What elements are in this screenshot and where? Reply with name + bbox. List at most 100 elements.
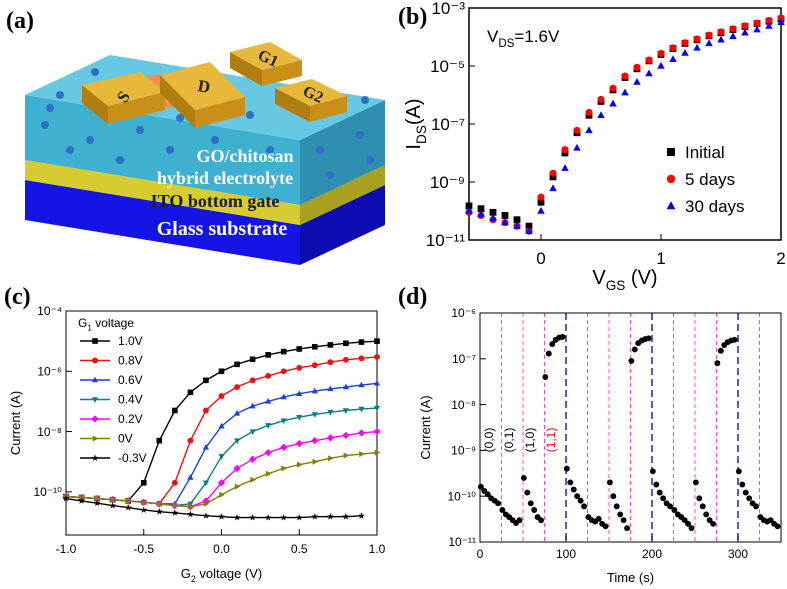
- annotation: (0,0): [482, 428, 496, 453]
- panel-label: (d): [398, 284, 427, 310]
- marker: [717, 28, 725, 36]
- marker: [585, 108, 593, 117]
- marker: [359, 450, 365, 458]
- marker: [631, 346, 638, 353]
- marker: [717, 35, 725, 43]
- particle: [366, 156, 374, 164]
- marker: [234, 361, 240, 368]
- marker: [234, 384, 240, 390]
- x-axis-label: VGS (V): [592, 267, 657, 293]
- electrode-side: [108, 92, 165, 124]
- marker: [669, 44, 677, 52]
- particle: [46, 104, 54, 112]
- y-tick-label: 10⁻⁹: [451, 444, 476, 458]
- marker: [549, 184, 557, 192]
- particle: [356, 131, 364, 139]
- y-tick-label: 10⁻¹¹: [448, 535, 476, 549]
- particle: [56, 91, 64, 99]
- marker: [595, 515, 602, 522]
- marker: [729, 32, 737, 40]
- x-tick-label: 100: [556, 547, 576, 561]
- particle: [176, 114, 184, 122]
- marker: [577, 497, 584, 504]
- marker: [233, 438, 241, 444]
- electrode-top: [160, 62, 245, 110]
- marker: [264, 448, 272, 457]
- x-tick-label: 200: [642, 547, 662, 561]
- marker: [617, 511, 624, 518]
- marker: [621, 72, 629, 80]
- marker: [326, 434, 334, 442]
- particle: [166, 146, 174, 154]
- ito-front: [25, 160, 300, 225]
- annotation: (1,1): [544, 428, 558, 453]
- marker: [374, 338, 380, 344]
- marker: [610, 493, 617, 500]
- annotation-part: DS: [498, 38, 514, 50]
- marker: [296, 390, 303, 396]
- marker: [91, 376, 99, 383]
- particle: [266, 146, 274, 154]
- electrode-side: [195, 97, 245, 128]
- marker: [249, 513, 257, 521]
- legend-title-part: voltage: [92, 316, 134, 330]
- electrode-side: [310, 96, 347, 122]
- electrode-side: [160, 75, 195, 128]
- marker: [465, 206, 473, 214]
- marker: [234, 483, 241, 490]
- marker: [374, 449, 381, 456]
- marker: [295, 439, 303, 448]
- particle: [136, 126, 144, 134]
- x-tick-label: 300: [728, 547, 748, 561]
- marker: [219, 491, 225, 498]
- electrode-label: D: [196, 76, 211, 97]
- y-tick-label: 10⁻⁸: [451, 398, 476, 412]
- particle: [116, 156, 124, 164]
- device-schematic: (a): [6, 8, 385, 265]
- marker: [125, 497, 132, 504]
- marker: [525, 222, 533, 230]
- marker: [581, 503, 587, 510]
- marker: [373, 379, 381, 386]
- marker: [549, 173, 557, 181]
- marker: [741, 22, 749, 30]
- marker: [765, 21, 773, 29]
- marker: [645, 56, 653, 64]
- marker: [527, 500, 534, 507]
- x-axis-label-part: (V): [625, 267, 657, 289]
- particle: [41, 121, 49, 129]
- marker: [280, 348, 287, 355]
- marker: [280, 393, 287, 400]
- marker: [703, 511, 710, 518]
- y-tick-label: 10⁻⁵: [430, 57, 465, 76]
- marker: [633, 77, 641, 85]
- x-axis-label-part: voltage (V): [196, 566, 262, 581]
- marker: [666, 201, 676, 210]
- marker: [667, 503, 673, 510]
- glass-front: [25, 180, 300, 265]
- marker: [187, 437, 194, 444]
- legend-label: 0.8V: [118, 354, 143, 368]
- marker: [656, 489, 663, 496]
- panel-label: (a): [6, 8, 34, 34]
- marker: [328, 455, 334, 462]
- particle: [211, 136, 219, 144]
- marker: [140, 479, 147, 486]
- electrode-side: [275, 88, 310, 122]
- particle: [316, 146, 324, 154]
- marker: [327, 342, 334, 348]
- marker: [542, 374, 549, 380]
- marker: [746, 495, 753, 502]
- marker: [573, 143, 581, 151]
- particle: [246, 111, 254, 119]
- marker: [91, 454, 99, 461]
- marker: [516, 517, 523, 524]
- electrode-side: [262, 60, 302, 86]
- marker: [78, 497, 86, 504]
- marker: [92, 338, 98, 344]
- electrolyte-front: [25, 95, 300, 205]
- marker: [327, 385, 334, 392]
- marker: [563, 465, 570, 472]
- marker: [696, 495, 703, 502]
- marker: [693, 35, 701, 43]
